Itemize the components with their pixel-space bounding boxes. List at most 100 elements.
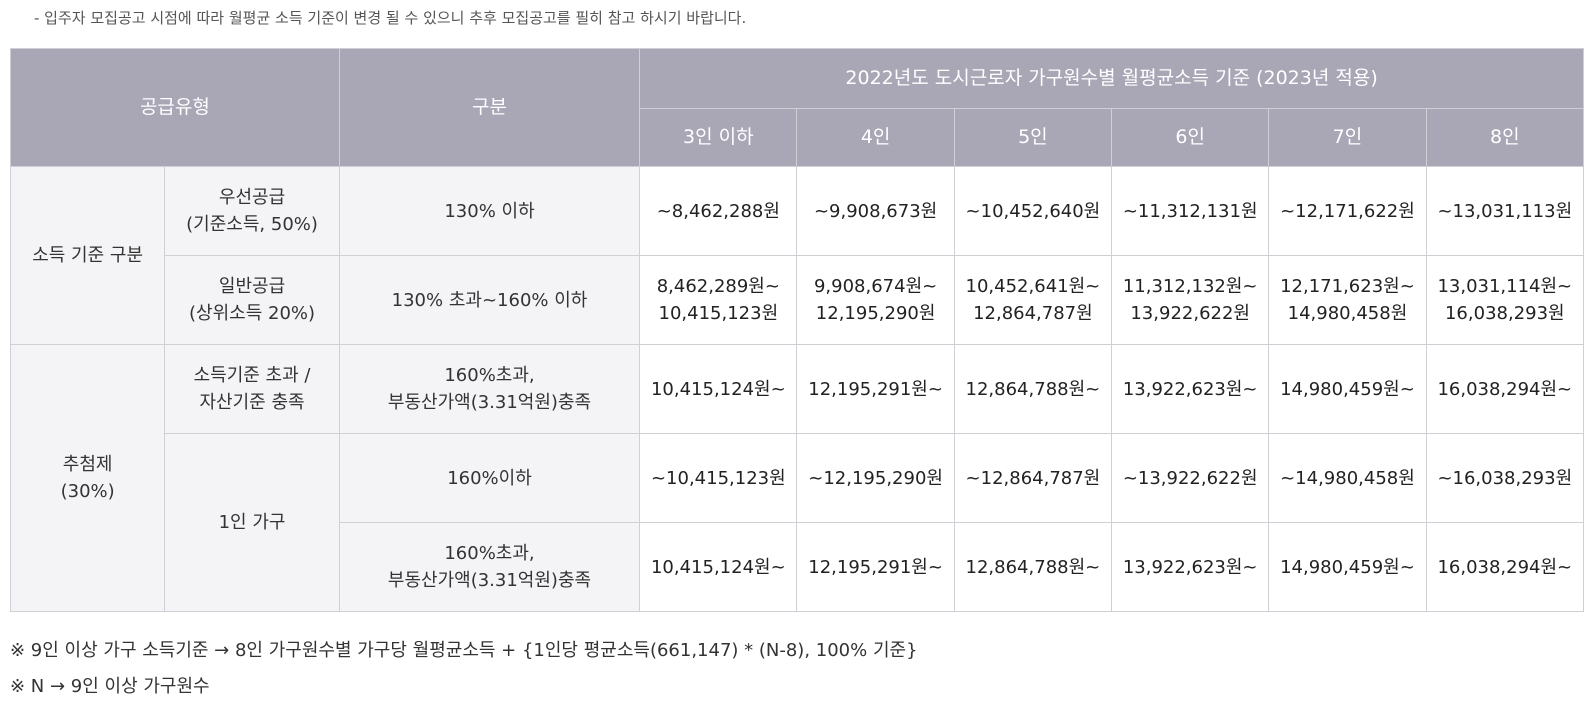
- header-category: 구분: [338, 48, 641, 167]
- header-income-title: 2022년도 도시근로자 가구원수별 월평균소득 기준 (2023년 적용): [639, 48, 1584, 109]
- supply-type-line: 일반공급: [218, 276, 286, 297]
- value-line: ~12,864,787원: [965, 467, 1101, 489]
- value-line: 11,312,132원~: [1122, 276, 1258, 297]
- value-line: 12,864,788원~: [965, 378, 1101, 400]
- value-line: ~8,462,288원: [656, 200, 780, 222]
- value-line: ~12,195,290원: [808, 467, 943, 489]
- value-line: 10,415,124원~: [650, 378, 786, 400]
- group-lottery-line: 추첨제: [62, 454, 113, 475]
- value-cell: 10,415,124원~: [639, 522, 798, 612]
- value-line: 13,031,114원~: [1437, 276, 1573, 297]
- value-cell: 12,864,788원~: [953, 522, 1113, 612]
- table-row: 일반공급 (상위소득 20%) 130% 초과~160% 이하 8,462,28…: [11, 255, 1585, 345]
- header-supply-type: 공급유형: [10, 48, 340, 167]
- value-line: 12,195,290원: [815, 303, 936, 324]
- table-row: 추첨제 (30%) 소득기준 초과 / 자산기준 충족 160%초과, 부동산가…: [9, 344, 1585, 612]
- table-row: 1인 가구 160%이하 ~10,415,123원 ~12,195,290원 ~…: [11, 433, 1585, 612]
- value-cell: 12,864,788원~: [953, 344, 1113, 434]
- category-line: 부동산가액(3.31억원)충족: [387, 570, 592, 591]
- value-cell: 13,922,623원~: [1111, 522, 1270, 612]
- value-line: 10,415,124원~: [650, 556, 786, 578]
- value-cell: ~10,452,640원: [953, 166, 1113, 256]
- group-lottery: 추첨제 (30%): [9, 344, 166, 612]
- value-cell: 10,452,641원~ 12,864,787원: [953, 255, 1113, 345]
- category-cell: 130% 이하: [338, 166, 641, 256]
- value-line: ~9,908,673원: [813, 200, 938, 222]
- value-cell: ~9,908,673원: [796, 166, 955, 256]
- group-income-basis: 소득 기준 구분: [9, 166, 166, 345]
- table-row: 160%초과, 부동산가액(3.31억원)충족 10,415,124원~ 12,…: [11, 522, 1585, 612]
- category-line: 130% 초과~160% 이하: [391, 289, 588, 311]
- value-cell: 9,908,674원~ 12,195,290원: [796, 255, 955, 345]
- value-cell: ~8,462,288원: [639, 166, 798, 256]
- value-line: ~10,415,123원: [650, 467, 786, 489]
- group-lottery-line: (30%): [60, 481, 115, 502]
- value-line: ~16,038,293원: [1437, 467, 1573, 489]
- value-cell: 10,415,124원~: [639, 344, 798, 434]
- value-line: 14,980,459원~: [1280, 556, 1415, 578]
- category-line: 160%초과,: [444, 365, 535, 386]
- value-line: 13,922,623원~: [1122, 556, 1258, 578]
- value-line: ~14,980,458원: [1280, 467, 1415, 489]
- value-cell: 12,195,291원~: [796, 344, 955, 434]
- category-line: 160%이하: [447, 467, 532, 489]
- category-cell: 160%초과, 부동산가액(3.31억원)충족: [338, 344, 641, 434]
- value-line: 12,864,788원~: [965, 556, 1101, 578]
- value-line: 16,038,293원: [1444, 303, 1565, 324]
- value-cell: ~13,031,113원: [1425, 166, 1585, 256]
- supply-type-cell: 우선공급 (기준소득, 50%): [164, 166, 340, 256]
- value-cell: 16,038,294원~: [1425, 522, 1585, 612]
- value-line: 16,038,294원~: [1437, 378, 1573, 400]
- value-line: ~11,312,131원: [1122, 200, 1258, 222]
- category-line: 부동산가액(3.31억원)충족: [387, 392, 592, 413]
- supply-type-line: 1인 가구: [218, 512, 286, 533]
- value-cell: ~12,171,622원: [1268, 166, 1427, 256]
- value-line: 14,980,458원: [1287, 303, 1408, 324]
- category-cell: 160%초과, 부동산가액(3.31억원)충족: [338, 522, 641, 612]
- footnote-n-definition: ※ N → 9인 이상 가구원수: [10, 676, 210, 697]
- header-household-size: 4인: [796, 108, 955, 167]
- footnote-nine-plus: ※ 9인 이상 가구 소득기준 → 8인 가구원수별 가구당 월평균소득 + {…: [10, 640, 918, 661]
- header-household-size: 5인: [953, 108, 1113, 167]
- value-line: 9,908,674원~: [813, 276, 938, 297]
- supply-type-line: 소득기준 초과 /: [193, 365, 311, 386]
- value-line: 12,171,623원~: [1280, 276, 1415, 297]
- value-cell: 12,195,291원~: [796, 522, 955, 612]
- value-cell: 13,922,623원~: [1111, 344, 1270, 434]
- supply-type-cell: 소득기준 초과 / 자산기준 충족: [164, 344, 340, 434]
- value-line: ~13,922,622원: [1122, 467, 1258, 489]
- category-cell: 160%이하: [338, 433, 641, 523]
- table-row: 소득 기준 구분 우선공급 (기준소득, 50%) 130% 이하 ~8,462…: [9, 166, 1585, 345]
- top-note: - 입주자 모집공고 시점에 따라 월평균 소득 기준이 변경 될 수 있으니 …: [34, 9, 747, 27]
- value-cell: 12,171,623원~ 14,980,458원: [1268, 255, 1427, 345]
- supply-type-line: 우선공급: [218, 187, 286, 208]
- value-line: 12,864,787원: [973, 303, 1093, 324]
- value-cell: 16,038,294원~: [1425, 344, 1585, 434]
- value-line: 12,195,291원~: [808, 378, 943, 400]
- value-cell: ~11,312,131원: [1111, 166, 1270, 256]
- value-cell: ~14,980,458원: [1268, 433, 1427, 523]
- value-line: ~10,452,640원: [965, 200, 1101, 222]
- value-cell: 8,462,289원~ 10,415,123원: [639, 255, 798, 345]
- value-line: 8,462,289원~: [656, 276, 780, 297]
- value-line: ~12,171,622원: [1280, 200, 1415, 222]
- value-cell: 14,980,459원~: [1268, 344, 1427, 434]
- supply-type-line: 자산기준 충족: [199, 392, 305, 413]
- value-cell: 14,980,459원~: [1268, 522, 1427, 612]
- value-cell: ~10,415,123원: [639, 433, 798, 523]
- value-cell: ~16,038,293원: [1425, 433, 1585, 523]
- value-line: ~13,031,113원: [1437, 200, 1573, 222]
- value-line: 10,415,123원: [658, 303, 779, 324]
- supply-type-line: (상위소득 20%): [189, 303, 316, 324]
- value-line: 13,922,622원: [1130, 303, 1250, 324]
- value-cell: ~12,195,290원: [796, 433, 955, 523]
- value-cell: ~13,922,622원: [1111, 433, 1270, 523]
- header-household-size: 8인: [1425, 108, 1585, 167]
- value-line: 16,038,294원~: [1437, 556, 1573, 578]
- header-household-size: 7인: [1268, 108, 1427, 167]
- value-cell: 11,312,132원~ 13,922,622원: [1111, 255, 1270, 345]
- value-cell: 13,031,114원~ 16,038,293원: [1425, 255, 1585, 345]
- supply-type-cell: 1인 가구: [164, 433, 340, 612]
- value-line: 12,195,291원~: [808, 556, 943, 578]
- category-line: 130% 이하: [444, 200, 535, 222]
